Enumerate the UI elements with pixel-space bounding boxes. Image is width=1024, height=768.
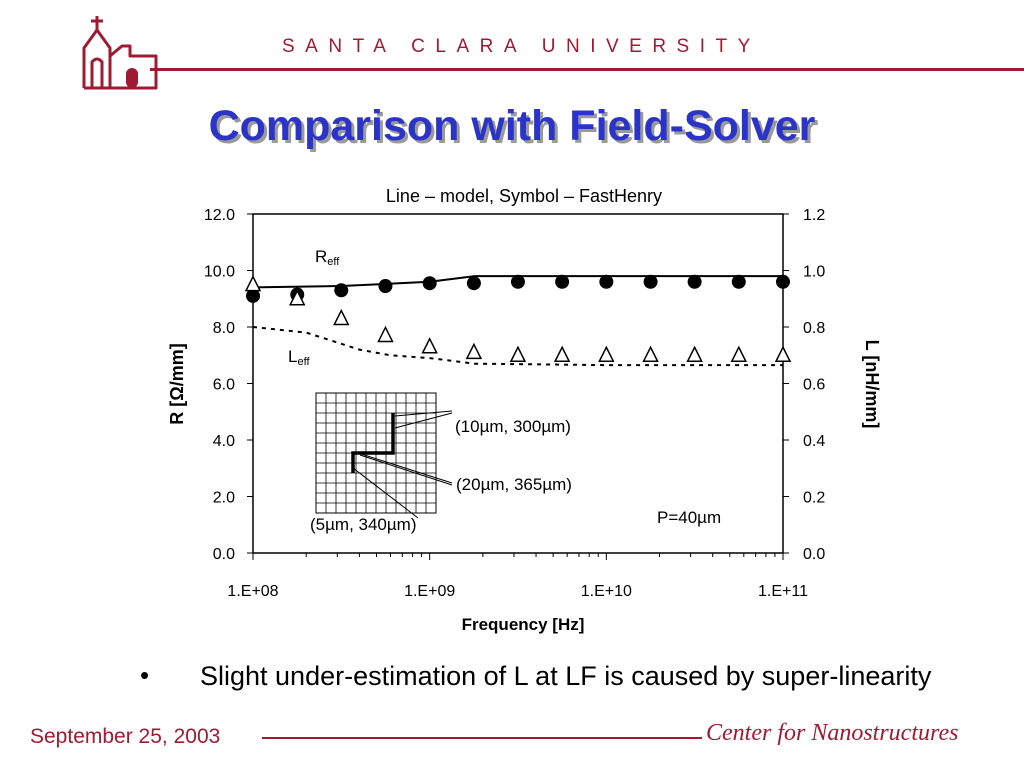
reff-fasthenry-point <box>466 276 481 291</box>
slide-title: Comparison with Field-Solver <box>208 102 816 150</box>
annotation-pitch: P=40µm <box>657 508 721 527</box>
leff-fasthenry-point <box>774 345 792 362</box>
y-axis-left-label: R [Ω/mm] <box>167 343 187 424</box>
annotation-10um: (10µm, 300µm) <box>455 417 571 436</box>
leff-fasthenry-point <box>244 274 262 292</box>
y-left-tick-label: 2.0 <box>213 490 235 507</box>
leff-fasthenry-point <box>289 289 306 306</box>
x-tick-label: 1.E+09 <box>404 583 455 600</box>
footer-rule <box>262 737 702 739</box>
y-left-tick-label: 8.0 <box>213 320 235 337</box>
reff-fasthenry-point <box>731 274 746 289</box>
footer-center-name: Center for Nanostructures <box>706 720 959 746</box>
y-right-tick-label: 0.2 <box>803 490 825 507</box>
reff-fasthenry-point <box>510 274 525 289</box>
bullet-text: Slight under-estimation of L at LF is ca… <box>200 661 932 691</box>
leff-fasthenry-point <box>509 345 527 362</box>
y-right-tick-label: 1.0 <box>803 264 825 281</box>
leff-fasthenry-point <box>642 345 659 362</box>
y-left-tick-label: 10.0 <box>204 264 235 281</box>
leff-fasthenry-point <box>377 325 394 343</box>
reff-fasthenry-point <box>687 274 702 289</box>
leff-fasthenry-point <box>333 308 350 326</box>
leff-fasthenry-point <box>686 345 703 362</box>
reff-label: Reff <box>315 247 340 268</box>
leff-model-line <box>252 326 783 367</box>
reff-fasthenry-point <box>422 276 437 291</box>
annotation-arrows <box>352 410 453 519</box>
y-right-tick-label: 1.2 <box>803 207 825 224</box>
annotation-20um: (20µm, 365µm) <box>456 475 572 494</box>
leff-fasthenry-point <box>598 345 615 362</box>
y-axis-right-label: L [nH/mm] <box>862 340 882 429</box>
reff-label-main: R <box>315 247 327 266</box>
x-tick-label: 1.E+10 <box>581 583 632 600</box>
y-left-tick-label: 12.0 <box>204 207 235 224</box>
reff-fasthenry-point <box>378 279 393 294</box>
x-axis-label: Frequency [Hz] <box>462 615 585 634</box>
y-right-tick-label: 0.8 <box>803 320 825 337</box>
leff-fasthenry-point <box>730 345 748 362</box>
header-rule <box>150 68 1024 71</box>
reff-fasthenry-point <box>555 274 570 289</box>
y-left-tick-label: 4.0 <box>213 433 235 450</box>
leff-label: Leff <box>288 347 310 368</box>
leff-label-sub: eff <box>297 356 310 368</box>
x-tick-label: 1.E+08 <box>227 583 278 600</box>
y-right-tick-label: 0.6 <box>803 377 825 394</box>
y-left-tick-label: 6.0 <box>213 377 235 394</box>
mission-church-logo <box>82 16 158 90</box>
leff-fasthenry-point <box>465 342 483 360</box>
university-name: SANTA CLARA UNIVERSITY <box>282 36 761 57</box>
leff-fasthenry-point <box>553 345 571 362</box>
leff-fasthenry-point <box>421 337 438 354</box>
chart-title: Line – model, Symbol – FastHenry <box>386 186 662 206</box>
plot-area <box>252 213 784 554</box>
y-left-tick-label: 0.0 <box>213 546 235 563</box>
reff-fasthenry-point <box>776 274 790 289</box>
y-right-tick-label: 0.4 <box>803 433 825 450</box>
leff-label-main: L <box>288 347 297 366</box>
reff-fasthenry-point <box>643 274 658 289</box>
annotation-5um: (5µm, 340µm) <box>310 515 417 534</box>
footer-date: September 25, 2003 <box>30 725 221 748</box>
reff-fasthenry-point <box>599 274 614 289</box>
y-right-tick-label: 0.0 <box>803 546 825 563</box>
reff-model-line <box>252 275 783 289</box>
reff-label-sub: eff <box>327 256 340 268</box>
reff-fasthenry-point <box>246 288 260 303</box>
bullet-marker: • <box>140 660 150 690</box>
x-tick-label: 1.E+11 <box>758 583 808 600</box>
reff-fasthenry-point <box>334 283 349 298</box>
inset-conductors <box>351 413 395 473</box>
